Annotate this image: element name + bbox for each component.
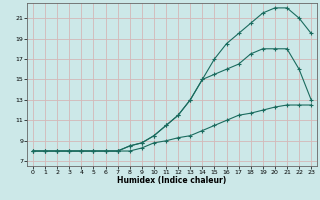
X-axis label: Humidex (Indice chaleur): Humidex (Indice chaleur): [117, 176, 227, 185]
